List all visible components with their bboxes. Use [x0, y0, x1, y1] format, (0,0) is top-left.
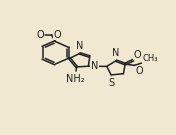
Text: N: N [91, 61, 98, 71]
Text: N: N [76, 41, 83, 51]
Text: O: O [53, 30, 61, 40]
Text: S: S [108, 77, 114, 87]
Text: NH₂: NH₂ [66, 74, 85, 84]
Text: O: O [134, 50, 142, 60]
Text: O: O [136, 66, 143, 76]
Text: O: O [36, 30, 44, 40]
Text: N: N [112, 48, 120, 58]
Text: CH₃: CH₃ [142, 54, 158, 63]
